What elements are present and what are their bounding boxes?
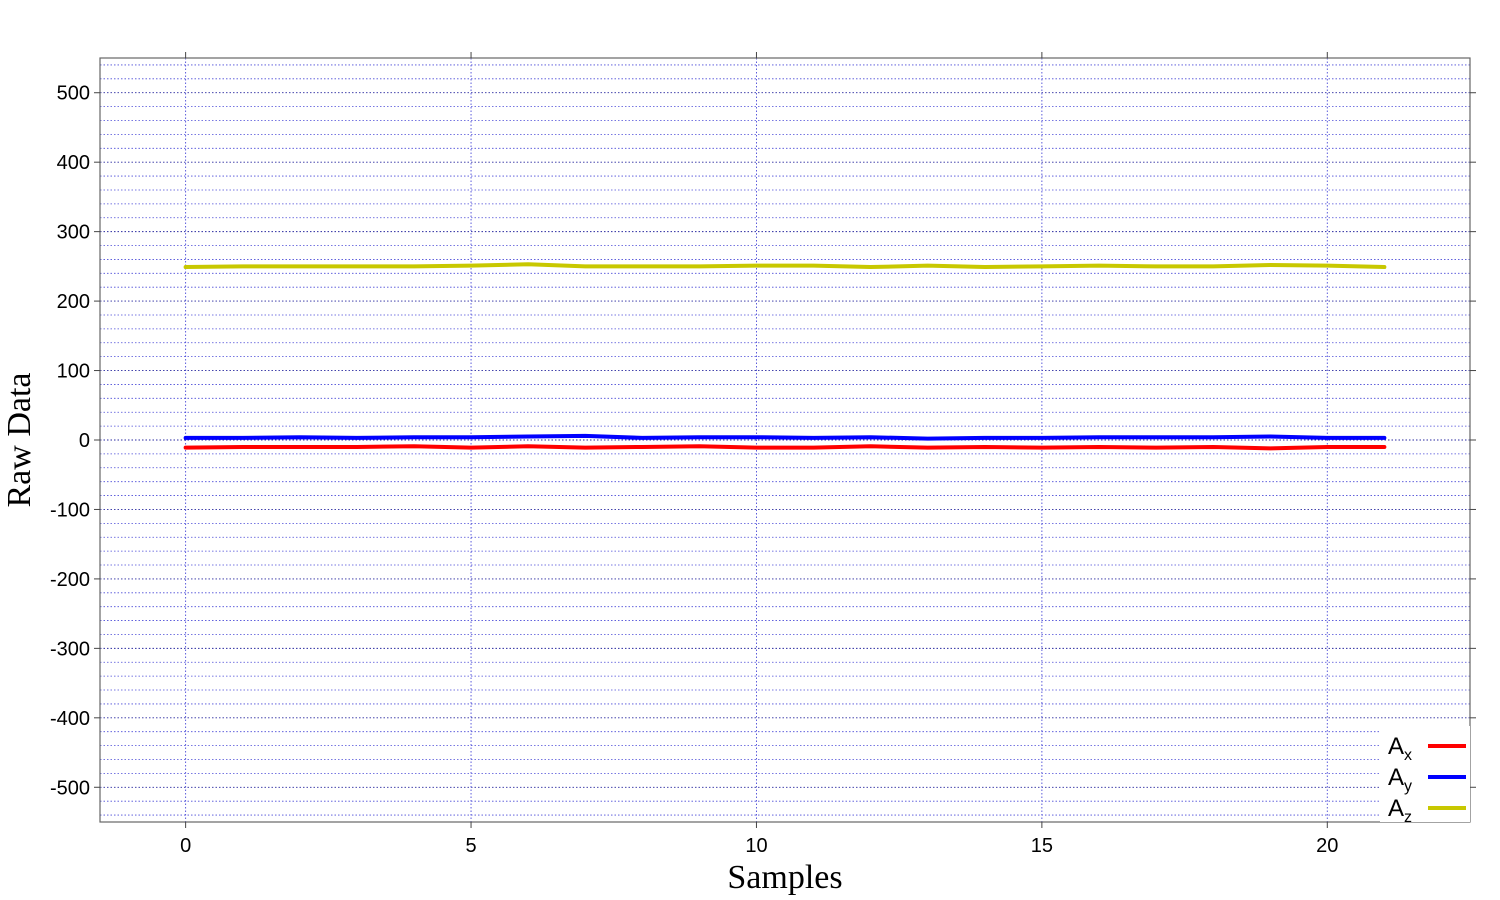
axis-ticks: [94, 52, 1476, 828]
legend-label-az: Az: [1388, 795, 1412, 826]
y-tick-label: 300: [57, 222, 90, 244]
y-tick-label: -200: [50, 569, 90, 591]
legend-label-main: A: [1388, 795, 1404, 822]
y-tick-labels: -500 -400 -300 -200 -100 0 100 200 300 400 500: [50, 83, 90, 800]
legend-label-main: A: [1388, 764, 1404, 791]
legend-label-subscript: x: [1404, 747, 1412, 764]
y-tick-label: -400: [50, 708, 90, 730]
x-tick-label: 5: [465, 835, 476, 857]
y-tick-label: -100: [50, 499, 90, 521]
legend-label-subscript: z: [1404, 809, 1412, 826]
y-tick-label: 500: [57, 83, 90, 105]
minor-grid: [100, 64, 1470, 816]
x-tick-label: 15: [1031, 835, 1053, 857]
series-lines: [183, 262, 1387, 451]
legend-label-subscript: y: [1404, 778, 1412, 795]
x-tick-labels: 0 5 10 15 20: [180, 835, 1338, 857]
x-axis-title: Samples: [727, 859, 842, 896]
legend-label-main: A: [1388, 733, 1404, 760]
x-tick-label: 20: [1316, 835, 1338, 857]
y-axis-title: Raw Data: [1, 372, 38, 507]
series-line-az: [183, 262, 1387, 270]
series-line-ax: [183, 444, 1387, 451]
legend-label-ax: Ax: [1388, 733, 1412, 764]
x-tick-label: 10: [745, 835, 767, 857]
plot-frame: [99, 57, 1471, 823]
y-tick-label: -500: [50, 777, 90, 799]
y-tick-label: 0: [79, 430, 90, 452]
x-tick-label: 0: [180, 835, 191, 857]
series-line-ay: [183, 433, 1387, 441]
y-tick-label: 200: [57, 291, 90, 313]
y-tick-label: -300: [50, 638, 90, 660]
major-grid: [100, 58, 1470, 822]
y-tick-label: 100: [57, 361, 90, 383]
legend-label-ay: Ay: [1388, 764, 1412, 795]
y-tick-label: 400: [57, 152, 90, 174]
